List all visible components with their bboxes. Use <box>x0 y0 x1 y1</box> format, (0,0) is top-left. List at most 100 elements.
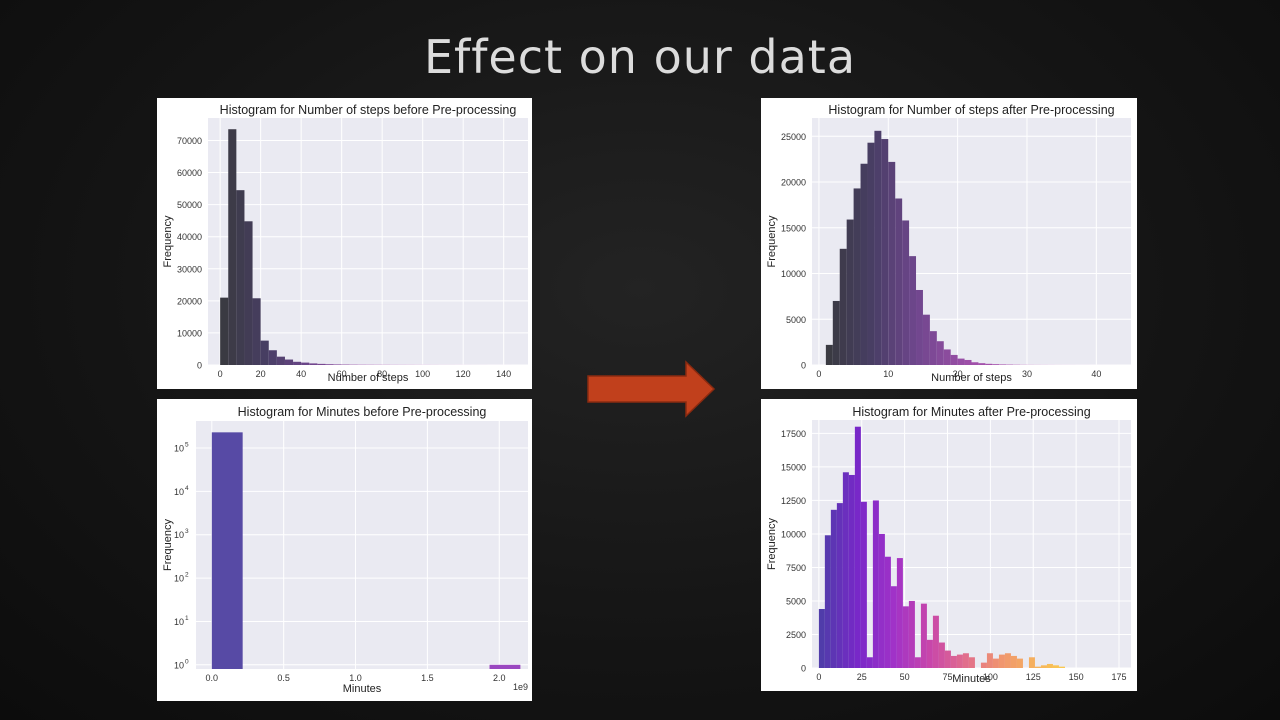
histogram-bar <box>986 653 993 668</box>
histogram-bar <box>846 219 854 365</box>
histogram-bar <box>1028 657 1035 668</box>
y-axis-label: Frequency <box>766 518 778 570</box>
histogram-bar <box>252 298 261 365</box>
slide-title: Effect on our data <box>423 30 857 84</box>
x-tick-label: 30 <box>1022 369 1032 379</box>
y-tick-label: 15000 <box>781 462 806 472</box>
x-tick-label: 50 <box>900 672 910 682</box>
y-tick-label: 50000 <box>177 200 202 210</box>
y-tick-label: 5000 <box>786 315 806 325</box>
y-tick-label: 10 <box>174 617 184 627</box>
chart-title: Histogram for Number of steps before Pre… <box>220 103 517 117</box>
histogram-bar <box>909 256 917 365</box>
histogram-bar <box>896 558 903 668</box>
histogram-bar <box>992 658 999 668</box>
y-tick-label: 2500 <box>786 630 806 640</box>
histogram-bar <box>985 363 993 365</box>
chart-steps-before: Histogram for Number of steps before Pre… <box>157 98 532 389</box>
histogram-bar <box>1010 655 1017 668</box>
histogram-bar <box>926 639 933 668</box>
histogram-bar <box>244 221 253 365</box>
y-tick-label: 20000 <box>781 178 806 188</box>
histogram-bar <box>881 139 889 365</box>
histogram-bar <box>236 190 245 365</box>
histogram-bar <box>968 657 975 668</box>
histogram-bar <box>1046 663 1053 668</box>
histogram-bar <box>276 356 285 365</box>
histogram-bar <box>1058 666 1065 668</box>
x-axis-label: Number of steps <box>931 372 1012 384</box>
right-arrow-icon <box>587 360 716 418</box>
histogram-bar <box>1034 666 1041 668</box>
y-tick-label: 25000 <box>781 132 806 142</box>
histogram-bar <box>971 362 979 365</box>
histogram-bar <box>1016 658 1023 668</box>
histogram-bar <box>309 363 318 365</box>
chart-title: Histogram for Minutes after Pre-processi… <box>852 405 1090 419</box>
x-tick-label: 125 <box>1026 672 1041 682</box>
histogram-bar <box>944 650 951 668</box>
x-tick-label: 1.5 <box>421 673 434 683</box>
histogram-bar <box>884 556 891 668</box>
x-tick-label: 2.0 <box>493 673 506 683</box>
y-tick-label: 10 <box>174 530 184 540</box>
x-tick-label: 80 <box>377 369 387 379</box>
y-tick-exponent: 3 <box>185 528 189 535</box>
histogram-bar <box>890 586 897 668</box>
x-tick-label: 40 <box>1091 369 1101 379</box>
histogram-bar <box>848 474 855 668</box>
histogram-bar <box>825 344 833 365</box>
y-tick-label: 10 <box>174 574 184 584</box>
histogram-bar <box>874 130 882 365</box>
x-tick-label: 20 <box>256 369 266 379</box>
y-tick-exponent: 1 <box>185 615 189 622</box>
y-axis-label: Frequency <box>766 215 778 267</box>
histogram-bar <box>854 426 861 668</box>
y-tick-label: 15000 <box>781 223 806 233</box>
histogram-bar <box>268 350 277 365</box>
chart-steps-after: Histogram for Number of steps after Pre-… <box>761 98 1137 389</box>
histogram-bar <box>956 654 963 668</box>
histogram-bar <box>839 248 847 365</box>
y-tick-exponent: 5 <box>185 442 189 449</box>
y-tick-label: 7500 <box>786 563 806 573</box>
y-tick-label: 0 <box>801 664 806 674</box>
histogram-bar <box>853 188 861 365</box>
histogram-bar <box>489 664 521 669</box>
y-tick-exponent: 0 <box>185 658 189 665</box>
histogram-bar <box>950 354 958 365</box>
histogram-bar <box>916 289 923 365</box>
histogram-bar <box>998 654 1005 668</box>
x-tick-label: 120 <box>456 369 471 379</box>
histogram-bar <box>895 198 903 365</box>
x-tick-label: 1.0 <box>349 673 362 683</box>
x-tick-label: 40 <box>296 369 306 379</box>
y-tick-label: 60000 <box>177 168 202 178</box>
histogram-bar <box>922 314 930 365</box>
histogram-bar <box>860 163 868 365</box>
x-tick-label: 100 <box>415 369 430 379</box>
histogram-bar <box>980 662 987 668</box>
histogram-bar <box>832 300 840 365</box>
histogram-bar <box>836 503 843 668</box>
histogram-bar <box>962 653 969 668</box>
x-axis-label: Number of steps <box>328 372 409 384</box>
histogram-bar <box>228 129 237 365</box>
x-tick-label: 0.0 <box>206 673 219 683</box>
histogram-bar <box>929 331 937 365</box>
x-tick-label: 10 <box>883 369 893 379</box>
histogram-bar <box>220 297 229 365</box>
histogram-bar <box>914 657 921 668</box>
plot-area <box>196 421 528 669</box>
histogram-bar <box>333 364 342 365</box>
x-tick-label: 20 <box>953 369 963 379</box>
y-tick-label: 0 <box>197 361 202 371</box>
x-axis-label: Minutes <box>343 683 382 695</box>
chart-title: Histogram for Number of steps after Pre-… <box>828 103 1114 117</box>
histogram-bar <box>293 361 302 365</box>
x-tick-label: 0 <box>218 369 223 379</box>
x-tick-label: 0 <box>816 672 821 682</box>
histogram-bar <box>818 609 825 668</box>
x-axis-label: Minutes <box>952 673 991 685</box>
histogram-bar <box>902 220 910 365</box>
